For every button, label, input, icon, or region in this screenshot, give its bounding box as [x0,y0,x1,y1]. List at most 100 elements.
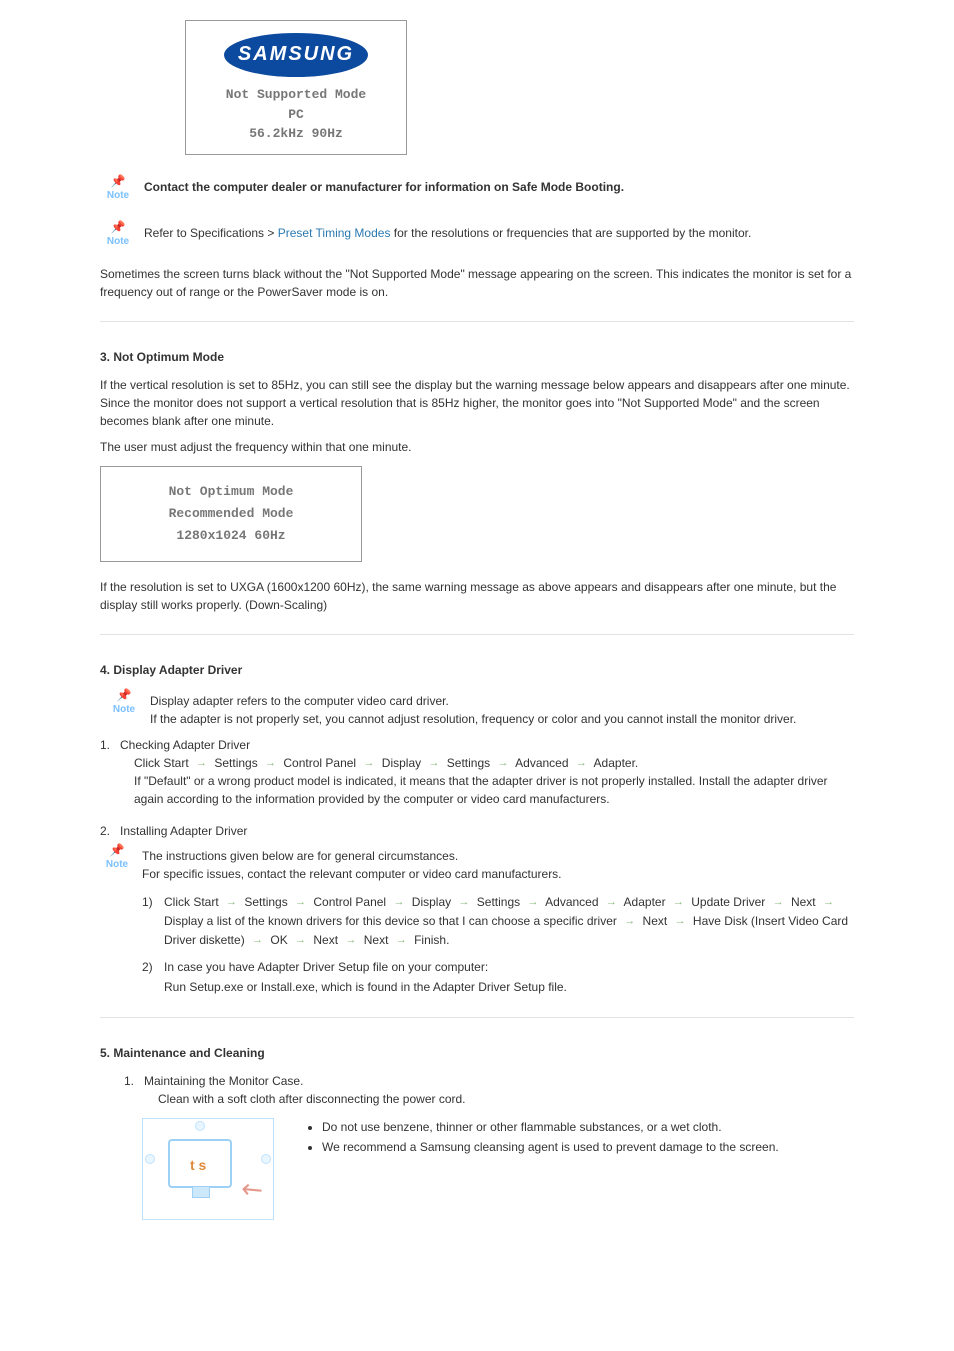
section4-note: 📌 Note Display adapter refers to the com… [106,689,854,728]
monitor-icon: t s [168,1139,232,1188]
osd-line3: 56.2kHz 90Hz [186,124,406,144]
note-icon: 📌 Note [106,689,142,717]
arrow-icon: → [192,755,211,772]
osd-line1: Not Supported Mode [186,85,406,105]
path-step: Settings [473,895,523,909]
arrow-icon: → [454,894,473,912]
item2-sublist: 1) Click Start → Settings → Control Pane… [142,893,854,997]
item2-sub2-body: In case you have Adapter Driver Setup fi… [164,958,854,996]
note1-text: Contact the computer dealer or manufactu… [144,175,854,196]
path-step: Settings [241,895,291,909]
section3-title: 3. Not Optimum Mode [100,348,854,366]
samsung-osd-box: SAMSUNG Not Supported Mode PC 56.2kHz 90… [185,20,407,155]
section3-para1: If the vertical resolution is set to 85H… [100,376,854,430]
monitor-cleaning-image: t s ↖ [142,1118,274,1220]
item2-sub1-body: Click Start → Settings → Control Panel →… [164,893,854,951]
pushpin-icon: 📌 [100,221,136,233]
path-step: Next [360,933,391,947]
item1-text: If "Default" or a wrong product model is… [134,772,854,808]
path-step: Next [788,895,819,909]
arrow-icon: → [392,932,411,950]
section5-item1-title: Maintaining the Monitor Case. [144,1074,303,1088]
osd-line2: PC [186,105,406,125]
note-row-2: 📌 Note Refer to Specifications > Preset … [100,221,854,249]
arrow-icon: → [620,913,639,931]
arrow-icon: → [261,755,280,772]
maintenance-row: t s ↖ Do not use benzene, thinner or oth… [142,1118,854,1220]
section4-note-body: Display adapter refers to the computer v… [150,689,854,728]
item2-sub2-line2: Run Setup.exe or Install.exe, which is f… [164,980,567,994]
arrow-icon: → [248,932,267,950]
section3-para2: The user must adjust the frequency withi… [100,438,854,456]
separator [100,321,854,322]
spray-arrow-icon: ↖ [231,1167,273,1211]
path-step: Advanced [542,895,601,909]
note-label: Note [100,234,136,249]
section5-bullets: Do not use benzene, thinner or other fla… [304,1118,779,1158]
arrow-icon: → [222,894,241,912]
bullet-item: We recommend a Samsung cleansing agent i… [322,1138,779,1156]
pushpin-icon: 📌 [100,175,136,187]
item2-sub2-line1: In case you have Adapter Driver Setup fi… [164,960,488,974]
path-step: Display [378,756,424,770]
note-label: Note [100,188,136,203]
arrow-icon: → [389,894,408,912]
arrow-icon: → [769,894,788,912]
sub-index: 1) [142,893,164,951]
pushpin-icon: 📌 [106,689,142,701]
optimum-line3: 1280x1024 60Hz [101,525,361,547]
section4-item1: 1.Checking Adapter Driver Click Start → … [100,736,854,808]
section4-item2: 2.Installing Adapter Driver 📌 Note The i… [100,822,854,997]
path-step: Adapter. [591,756,638,770]
bullet-item: Do not use benzene, thinner or other fla… [322,1118,779,1136]
arrow-icon: → [359,755,378,772]
handle-icon [145,1154,155,1164]
path-step: Update Driver [688,895,769,909]
section4-note-line2: If the adapter is not properly set, you … [150,712,796,726]
preset-timing-modes-link[interactable]: Preset Timing Modes [278,226,391,240]
note2-prefix: Refer to Specifications > [144,226,278,240]
handle-icon [195,1121,205,1131]
arrow-icon: → [291,932,310,950]
item2-note: 📌 Note The instructions given below are … [100,844,854,883]
arrow-icon: → [424,755,443,772]
optimum-line2: Recommended Mode [101,503,361,525]
list-number: 2. [100,822,120,840]
black-screen-paragraph: Sometimes the screen turns black without… [100,265,854,301]
sub-index: 2) [142,958,164,996]
path-step: Finish. [411,933,450,947]
path-step: Next [639,914,670,928]
arrow-icon: → [523,894,542,912]
path-step: Next [310,933,341,947]
section4-title: 4. Display Adapter Driver [100,661,854,679]
section3-para3: If the resolution is set to UXGA (1600x1… [100,578,854,614]
arrow-icon: → [493,755,512,772]
note2-suffix: for the resolutions or frequencies that … [390,226,751,240]
item2-note-line2: For specific issues, contact the relevan… [142,867,562,881]
item2-sub2: 2) In case you have Adapter Driver Setup… [142,958,854,996]
list-number: 1. [100,736,120,754]
path-step: Control Panel [280,756,359,770]
monitor-glyph: t s [190,1155,206,1176]
item2-note-line1: The instructions given below are for gen… [142,849,458,863]
note-label: Note [106,702,142,717]
arrow-icon: → [819,894,838,912]
path-step: Adapter [621,895,669,909]
path-step: Click Start [134,756,192,770]
handle-icon [261,1154,271,1164]
item1-title: Checking Adapter Driver [120,738,250,752]
arrow-icon: → [671,913,690,931]
separator [100,1017,854,1018]
path-step: Settings [211,756,261,770]
section4-note-line1: Display adapter refers to the computer v… [150,694,449,708]
list-number: 1. [124,1072,144,1090]
path-step: Advanced [512,756,571,770]
note-icon: 📌 Note [100,844,134,872]
item2-note-body: The instructions given below are for gen… [142,844,854,883]
note-row-1: 📌 Note Contact the computer dealer or ma… [100,175,854,203]
section5-item1: 1.Maintaining the Monitor Case. Clean wi… [124,1072,854,1108]
section5-item1-text: Clean with a soft cloth after disconnect… [158,1090,854,1108]
path-step: Settings [443,756,493,770]
item1-path: Click Start → Settings → Control Panel →… [134,754,854,772]
note-label: Note [100,857,134,872]
